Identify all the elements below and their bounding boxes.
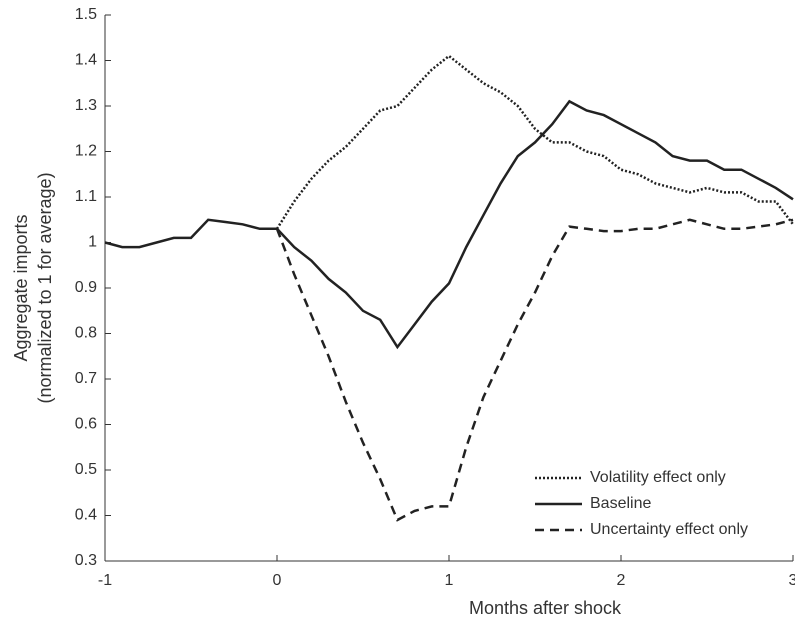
y-tick-label: 0.4 (75, 507, 97, 524)
legend-label: Uncertainty effect only (590, 521, 748, 538)
y-tick-label: 0.8 (75, 325, 97, 342)
legend-label: Volatility effect only (590, 469, 726, 486)
x-tick-label: 0 (273, 572, 282, 589)
x-tick-label: -1 (98, 572, 112, 589)
y-tick-label: 1.3 (75, 97, 97, 114)
y-tick-label: 1.5 (75, 6, 97, 23)
line-series (275, 54, 794, 230)
y-axis-label: Aggregate imports (11, 214, 31, 361)
line-series (275, 218, 794, 522)
y-tick-label: 0.9 (75, 279, 97, 296)
line-series (104, 99, 794, 350)
y-tick-label: 1.2 (75, 143, 97, 160)
y-tick-label: 1.1 (75, 188, 97, 205)
y-tick-label: 0.3 (75, 552, 97, 569)
y-tick-label: 0.7 (75, 370, 97, 387)
y-tick-label: 1.4 (75, 52, 97, 69)
x-tick-label: 1 (445, 572, 454, 589)
y-tick-label: 0.5 (75, 461, 97, 478)
y-tick-label: 1 (88, 234, 97, 251)
x-tick-label: 2 (617, 572, 626, 589)
y-tick-label: 0.6 (75, 416, 97, 433)
x-axis-label: Months after shock (469, 598, 622, 618)
x-tick-label: 3 (789, 572, 795, 589)
legend-label: Baseline (590, 495, 651, 512)
y-axis-label: (normalized to 1 for average) (35, 172, 55, 403)
